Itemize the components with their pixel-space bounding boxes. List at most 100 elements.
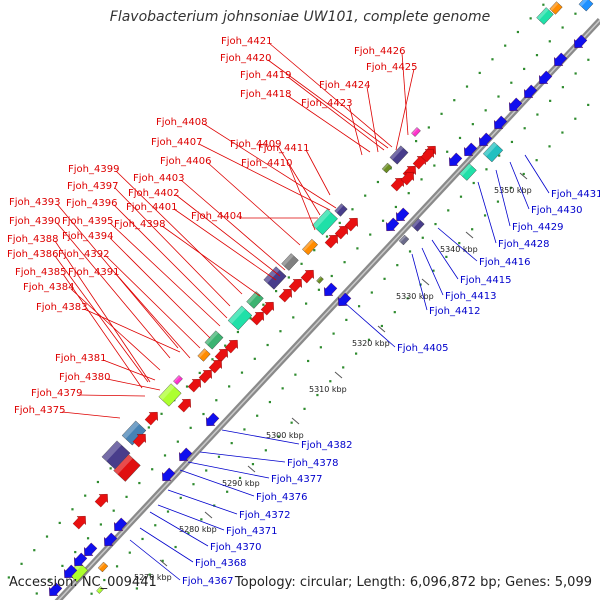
guide-dot: [330, 274, 333, 278]
guide-dot: [458, 136, 462, 140]
gene-label-lower: Fjoh_4370: [210, 542, 261, 553]
gene-arrow-forward: [344, 217, 358, 232]
guide-dot: [256, 414, 259, 417]
gene-block: [411, 218, 425, 232]
guide-dot: [453, 99, 456, 102]
guide-dot: [376, 180, 380, 184]
guide-dot: [202, 412, 205, 416]
gene-arrow-reverse: [206, 412, 220, 427]
gene-block: [101, 440, 131, 470]
guide-dot: [166, 510, 170, 513]
gene-label-upper: Fjoh_4406: [160, 156, 211, 167]
gene-label-upper: Fjoh_4410: [241, 158, 292, 169]
gene-label-lower: Fjoh_4405: [397, 343, 448, 354]
guide-dot: [71, 508, 74, 511]
tick-label: 5320 kbp: [352, 339, 390, 348]
tick-mark: [291, 417, 300, 425]
leader-line-upper: [54, 240, 151, 383]
tick-label: 5340 kbp: [440, 245, 478, 254]
guide-dot: [364, 194, 367, 197]
guide-dot: [287, 276, 290, 279]
leader-line-lower: [437, 227, 478, 262]
guide-dot: [163, 454, 167, 457]
guide-dot: [471, 228, 474, 231]
gene-label-upper: Fjoh_4399: [68, 164, 119, 175]
gene-label-upper: Fjoh_4397: [67, 181, 118, 192]
gene-label-upper: Fjoh_4380: [59, 372, 110, 383]
gene-label-upper: Fjoh_4425: [366, 62, 417, 73]
guide-dot: [343, 261, 346, 264]
leader-line-lower: [187, 461, 270, 479]
gene-block: [158, 383, 182, 407]
leader-line-upper: [207, 162, 301, 246]
gene-label-lower: Fjoh_4431: [551, 189, 600, 200]
guide-dot: [154, 524, 157, 527]
gene-label-lower: Fjoh_4368: [195, 558, 246, 569]
guide-dot: [509, 186, 512, 189]
guide-dot: [574, 117, 577, 120]
guide-dot: [249, 317, 252, 320]
gene-label-upper: Fjoh_4390: [9, 216, 60, 227]
leader-line-upper: [70, 288, 161, 371]
gene-label-lower: Fjoh_4382: [301, 440, 352, 451]
gene-arrow-forward: [420, 148, 434, 163]
guide-dot: [345, 318, 348, 322]
guide-dot: [498, 154, 501, 157]
gene-label-lower: Fjoh_4430: [531, 205, 582, 216]
gene-arrow-reverse: [464, 142, 478, 157]
guide-dot: [491, 58, 494, 61]
guide-dot: [574, 72, 577, 75]
guide-dot: [236, 330, 240, 334]
guide-dot: [240, 371, 244, 374]
guide-dot: [313, 249, 316, 252]
guide-dot: [135, 587, 138, 590]
guide-dot: [253, 357, 256, 360]
guide-dot: [35, 592, 38, 595]
guide-dot: [192, 483, 195, 486]
guide-dot: [200, 518, 203, 521]
guide-dot: [394, 205, 397, 209]
gene-arrow-forward: [224, 339, 238, 354]
gene-label-upper: Fjoh_4408: [156, 117, 207, 128]
guide-dot: [369, 233, 372, 236]
guide-dot: [342, 366, 345, 369]
gene-arrow-forward: [144, 411, 158, 426]
gene-block: [173, 375, 183, 385]
gene-label-upper: Fjoh_4420: [220, 53, 271, 64]
gene-arrow-forward: [132, 433, 146, 448]
guide-dot: [33, 549, 36, 552]
gene-arrow-reverse: [554, 52, 568, 67]
gene-block: [302, 238, 318, 256]
guide-dot: [548, 40, 551, 43]
gene-arrow-forward: [187, 378, 201, 393]
guide-dot: [109, 467, 112, 470]
leader-line-upper: [109, 222, 221, 327]
gene-arrow-forward: [400, 171, 414, 186]
gene-label-upper: Fjoh_4409: [230, 139, 281, 150]
guide-dot: [45, 535, 49, 538]
guide-dot: [523, 67, 526, 71]
gene-block: [536, 7, 554, 25]
gene-label-upper: Fjoh_4402: [128, 188, 179, 199]
leader-line-upper: [277, 145, 321, 216]
guide-dot: [243, 428, 246, 431]
gene-label-upper: Fjoh_4384: [23, 282, 74, 293]
gene-arrow-forward: [334, 225, 348, 240]
gene-arrow-reverse: [49, 582, 63, 597]
gene-label-lower: Fjoh_4371: [226, 526, 277, 537]
leader-line-lower: [167, 489, 238, 515]
label-leader-lines: [54, 42, 550, 581]
guide-dot: [294, 373, 297, 376]
guide-dot: [205, 469, 208, 472]
guide-dot: [549, 99, 552, 102]
leader-line-upper: [115, 273, 191, 359]
gene-label-upper: Fjoh_4393: [9, 197, 60, 208]
leader-line-lower: [431, 239, 459, 280]
guide-dot: [432, 269, 435, 272]
gene-label-upper: Fjoh_4383: [36, 302, 87, 313]
guide-dot: [103, 578, 106, 582]
guide-dot: [380, 324, 383, 328]
tick-mark: [159, 559, 168, 567]
map-title: Flavobacterium johnsoniae UW101, complet…: [109, 9, 491, 25]
guide-dot: [161, 559, 164, 562]
